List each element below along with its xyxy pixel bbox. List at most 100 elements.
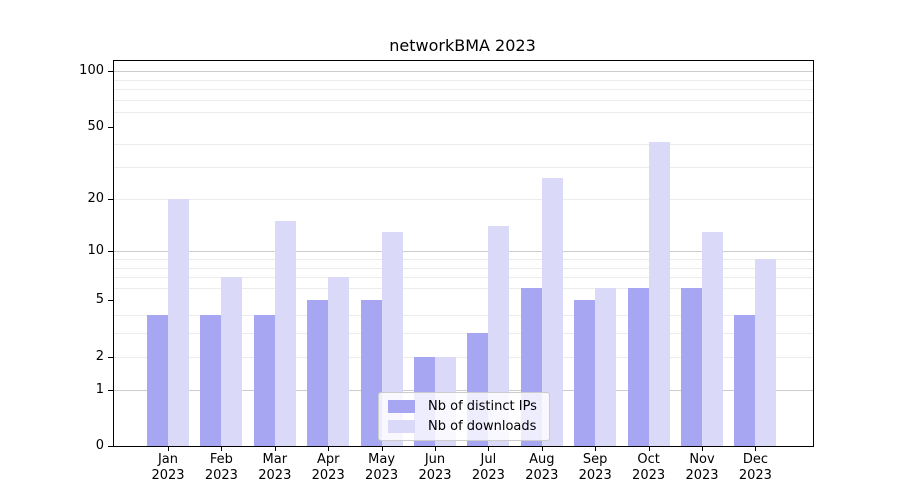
- y-tick-label-100: 100: [79, 63, 104, 78]
- x-tick-aug: [541, 447, 543, 451]
- x-tick-may: [381, 447, 383, 451]
- x-tick-year-text: 2023: [685, 468, 719, 483]
- gridline-major: [114, 71, 813, 72]
- bar-distinct-ips-apr: [307, 300, 329, 446]
- gridline-minor: [114, 99, 813, 101]
- gridline-major: [114, 251, 813, 253]
- gridline-minor: [114, 112, 813, 113]
- x-tick-nov: [702, 447, 703, 451]
- x-tick-label-mar: Mar 2023: [247, 452, 303, 484]
- y-tick-label-5: 5: [95, 292, 104, 308]
- bar-downloads-oct: [648, 142, 670, 446]
- y-tick-1: [108, 389, 113, 391]
- bar-distinct-ips-sep: [574, 300, 596, 446]
- x-tick-year-text: 2023: [258, 468, 292, 483]
- y-tick-label-1: 1: [95, 381, 104, 397]
- y-tick-50: [108, 126, 113, 128]
- bar-downloads-jul: [488, 226, 510, 446]
- bar-distinct-ips-mar: [253, 315, 275, 446]
- bar-downloads-aug: [541, 178, 563, 446]
- y-tick-label-10: 10: [87, 243, 104, 259]
- x-tick-label-aug: Aug 2023: [514, 452, 570, 484]
- x-tick-label-jul: Jul 2023: [460, 452, 516, 484]
- x-tick-label-dec: Dec 2023: [727, 452, 783, 484]
- legend: Nb of distinct IPs Nb of downloads: [378, 392, 550, 441]
- x-tick-feb: [221, 447, 223, 451]
- y-tick-label-50: 50: [87, 118, 104, 134]
- gridline-minor: [114, 198, 813, 200]
- x-tick-label-nov: Nov 2023: [674, 452, 730, 484]
- x-tick-year-text: 2023: [632, 468, 666, 483]
- x-tick-month-text: May: [368, 452, 396, 467]
- bar-downloads-jan: [168, 198, 189, 446]
- legend-swatch-downloads: [388, 420, 415, 433]
- x-tick-year-text: 2023: [525, 468, 559, 483]
- gridline-minor: [114, 267, 813, 269]
- y-tick-20: [108, 198, 113, 200]
- chart-title: networkBMA 2023: [389, 36, 536, 55]
- bar-distinct-ips-nov: [681, 287, 702, 446]
- bar-downloads-feb: [221, 277, 243, 446]
- bar-distinct-ips-feb: [200, 315, 222, 446]
- bar-distinct-ips-oct: [627, 287, 649, 446]
- x-tick-sep: [595, 447, 597, 451]
- bar-distinct-ips-jan: [147, 315, 168, 446]
- x-tick-month-text: Oct: [637, 452, 660, 467]
- x-tick-month-text: Jun: [424, 452, 446, 467]
- x-tick-oct: [648, 447, 650, 451]
- bar-distinct-ips-dec: [734, 315, 756, 446]
- y-tick-5: [108, 300, 113, 302]
- x-tick-dec: [755, 447, 757, 451]
- x-tick-month-text: Jan: [157, 452, 179, 467]
- bar-downloads-apr: [328, 277, 350, 446]
- x-tick-month-text: Dec: [742, 452, 768, 467]
- gridline-minor: [114, 167, 813, 168]
- x-tick-label-feb: Feb 2023: [193, 452, 249, 484]
- x-tick-year-text: 2023: [204, 468, 238, 483]
- gridline-minor: [114, 287, 813, 289]
- bar-downloads-mar: [274, 220, 296, 446]
- x-tick-jan: [168, 447, 169, 451]
- gridline-minor: [114, 258, 813, 260]
- x-tick-label-may: May 2023: [354, 452, 410, 484]
- x-tick-mar: [274, 447, 276, 451]
- plot-area: [113, 60, 814, 447]
- x-tick-year-text: 2023: [578, 468, 612, 483]
- y-tick-label-0: 0: [95, 438, 104, 453]
- x-tick-label-sep: Sep 2023: [567, 452, 623, 484]
- gridline-minor: [114, 88, 813, 90]
- gridline-minor: [114, 356, 813, 358]
- x-tick-label-jan: Jan 2023: [140, 452, 196, 484]
- y-tick-2: [108, 356, 113, 358]
- x-tick-apr: [328, 447, 330, 451]
- x-tick-year-text: 2023: [311, 468, 345, 483]
- gridline-major: [114, 389, 813, 391]
- y-tick-100: [108, 71, 113, 72]
- gridline-minor: [114, 277, 813, 278]
- gridline-minor: [114, 144, 813, 146]
- y-tick-0: [108, 446, 113, 447]
- y-tick-label-2: 2: [95, 348, 104, 364]
- gridline-minor: [114, 333, 813, 335]
- gridline-minor: [114, 315, 813, 317]
- legend-label: Nb of distinct IPs: [428, 399, 537, 414]
- x-tick-jul: [488, 447, 490, 451]
- bar-distinct-ips-may: [360, 300, 382, 446]
- x-tick-year-text: 2023: [151, 468, 185, 483]
- x-tick-month-text: Feb: [209, 452, 233, 467]
- x-tick-year-text: 2023: [738, 468, 772, 483]
- x-tick-month-text: Nov: [689, 452, 715, 467]
- legend-entry-distinct-ips: Nb of distinct IPs: [388, 399, 537, 414]
- x-tick-year-text: 2023: [471, 468, 505, 483]
- legend-swatch-distinct-ips: [388, 400, 415, 413]
- gridline-minor: [114, 79, 813, 81]
- x-tick-label-apr: Apr 2023: [300, 452, 356, 484]
- y-tick-10: [108, 251, 113, 253]
- bar-downloads-nov: [702, 231, 723, 446]
- y-tick-label-20: 20: [87, 190, 104, 206]
- x-tick-month-text: Sep: [582, 452, 608, 467]
- x-tick-jun: [435, 447, 436, 451]
- x-tick-month-text: Apr: [316, 452, 340, 467]
- x-tick-year-text: 2023: [365, 468, 399, 483]
